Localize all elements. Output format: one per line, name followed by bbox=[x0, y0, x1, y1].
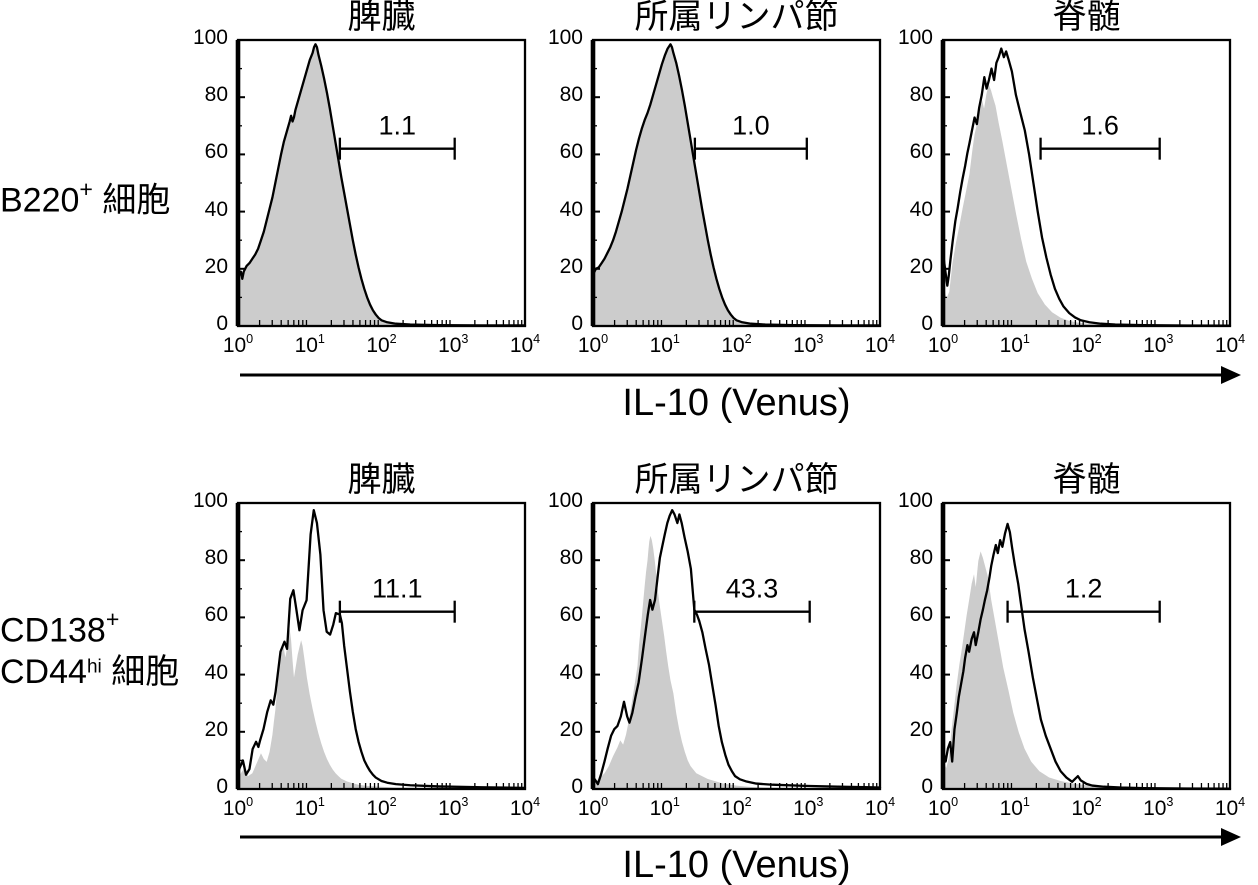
svg-text:1.6: 1.6 bbox=[1081, 111, 1119, 141]
svg-text:1.0: 1.0 bbox=[732, 111, 770, 141]
svg-text:11.1: 11.1 bbox=[372, 574, 423, 604]
svg-text:1.2: 1.2 bbox=[1065, 574, 1103, 604]
svg-text:43.3: 43.3 bbox=[726, 574, 779, 604]
svg-text:1.1: 1.1 bbox=[379, 111, 417, 141]
